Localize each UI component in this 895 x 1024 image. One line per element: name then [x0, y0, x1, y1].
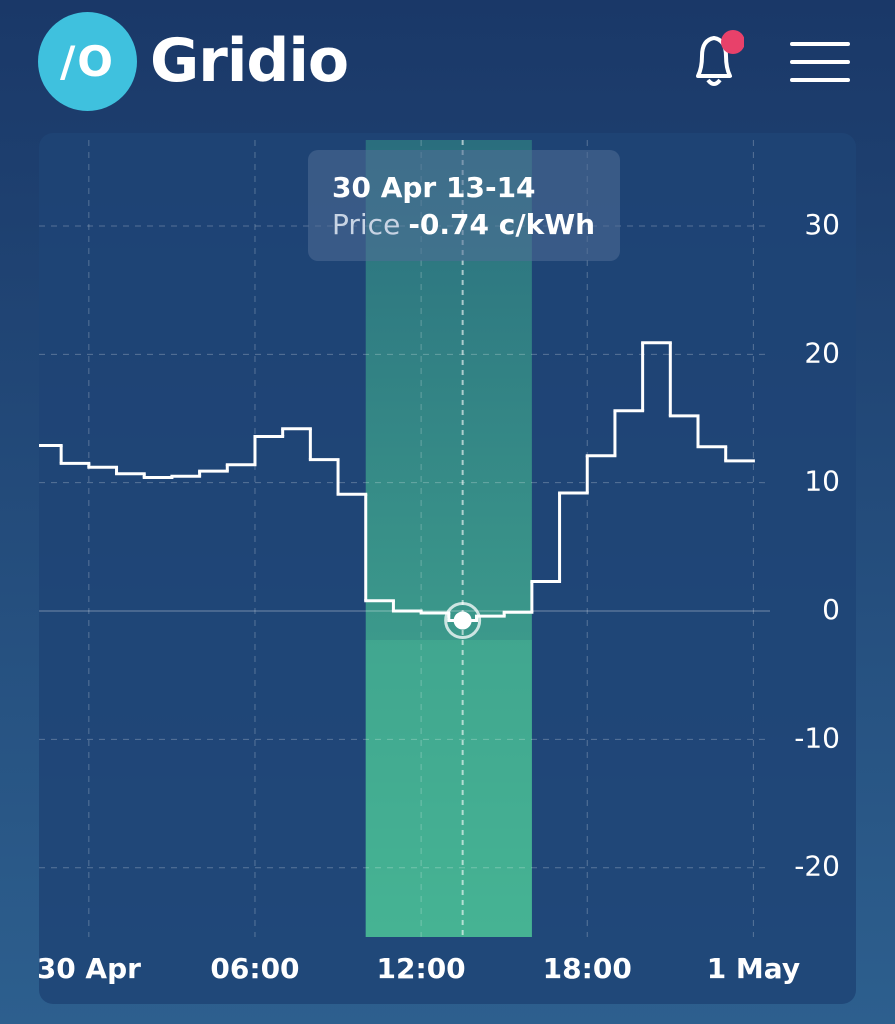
- notification-dot: [721, 30, 744, 54]
- x-tick-label: 06:00: [210, 952, 299, 985]
- y-tick-label: 20: [804, 336, 840, 369]
- y-tick-label: 0: [822, 593, 840, 626]
- brand-title[interactable]: Gridio: [150, 26, 349, 96]
- x-tick-label: 1 May: [707, 952, 800, 985]
- y-tick-label: 30: [804, 208, 840, 241]
- tooltip-title: 30 Apr 13-14: [332, 171, 536, 204]
- y-tick-label: -10: [794, 721, 840, 754]
- bell-icon: [696, 36, 732, 86]
- x-tick-label: 18:00: [543, 952, 632, 985]
- logo-icon[interactable]: /O: [38, 12, 137, 111]
- x-tick-label: 30 Apr: [37, 952, 141, 985]
- y-tick-label: 10: [804, 465, 840, 498]
- menu-button[interactable]: [790, 40, 850, 86]
- tooltip-value: Price -0.74 c/kWh: [332, 208, 595, 241]
- selected-point: [453, 611, 472, 630]
- tooltip-box: [308, 150, 620, 261]
- y-tick-label: -20: [794, 850, 840, 883]
- tooltip-label: Price: [332, 208, 400, 241]
- highlight-tint: [365, 640, 532, 937]
- notification-bell[interactable]: [684, 28, 744, 92]
- tooltip: 30 Apr 13-14 Price -0.74 c/kWh: [308, 150, 620, 261]
- selected-ring: [444, 602, 482, 640]
- x-tick-label: 12:00: [377, 952, 466, 985]
- tooltip-price: -0.74 c/kWh: [408, 208, 595, 241]
